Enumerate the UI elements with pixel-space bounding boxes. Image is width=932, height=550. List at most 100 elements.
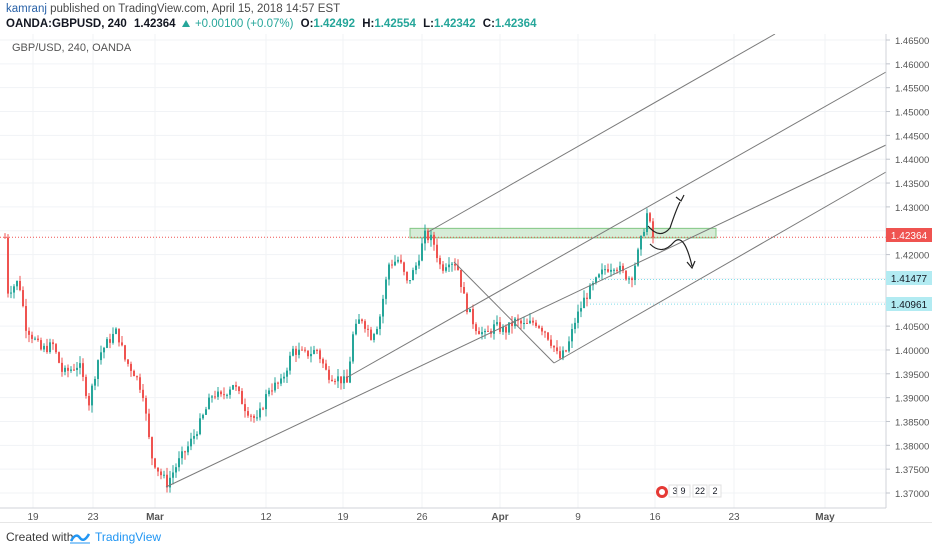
candle-body [295, 348, 297, 355]
low-label: L: [423, 18, 434, 30]
candle-body [151, 437, 153, 459]
candle-body [133, 370, 135, 377]
candle-body [100, 352, 102, 361]
candle-body [187, 446, 189, 453]
tradingview-brand-link[interactable]: TradingView [95, 530, 162, 544]
time-tick-label: Mar [146, 512, 164, 522]
candle-body [40, 340, 42, 350]
candle-body [634, 265, 636, 281]
candle-body [208, 397, 210, 410]
candle-body [247, 411, 249, 416]
candle-body [94, 378, 96, 386]
arrow-up-head-icon [675, 194, 685, 202]
candle-body [637, 249, 639, 266]
channel-mid-line [345, 71, 887, 379]
candle-body [37, 338, 39, 341]
price-tick-label: 1.39500 [895, 370, 929, 381]
candle-body [496, 322, 498, 325]
candle-body [388, 264, 390, 280]
candle-body [610, 269, 612, 272]
candle-body [13, 286, 15, 293]
candle-body [346, 376, 348, 383]
candle-body [367, 328, 369, 330]
candle-body [361, 319, 363, 322]
high-label: H: [362, 18, 375, 30]
candle-body [22, 290, 24, 307]
candle-body [253, 415, 255, 418]
candle-body [625, 270, 627, 280]
price-chart[interactable]: 1.46500 1.46000 1.45500 1.45000 1.44500 1.440… [0, 33, 932, 523]
candle-body [511, 322, 513, 327]
candle-body [292, 348, 294, 356]
candle-body [565, 350, 567, 352]
created-with-label: Created with [6, 530, 74, 544]
candle-body [85, 376, 87, 396]
candle-body [400, 259, 402, 263]
candle-body [601, 269, 603, 275]
candle-body [580, 308, 582, 312]
event-count-3: 22 [695, 486, 705, 496]
close-label: C: [482, 18, 495, 30]
candle-body [220, 391, 222, 395]
candle-body [568, 341, 570, 352]
economic-events[interactable]: 3 9 22 2 [656, 484, 722, 498]
time-tick-label: May [815, 512, 835, 522]
candle-body [73, 369, 75, 371]
candle-body [409, 280, 411, 282]
candle-body [244, 404, 246, 412]
time-tick-label: Apr [491, 512, 508, 522]
candle-body [70, 369, 72, 371]
candle-body [316, 349, 318, 351]
chart-area[interactable]: 1.46500 1.46000 1.45500 1.45000 1.44500 1.440… [0, 33, 932, 523]
candle-body [46, 345, 48, 352]
candle-body [217, 391, 219, 397]
candle-body [544, 331, 546, 333]
time-tick-label: 12 [260, 512, 272, 522]
candle-body [508, 322, 510, 333]
price-tick-label: 1.44000 [895, 155, 929, 166]
tradingview-logo-icon[interactable] [70, 530, 90, 544]
candle-body [154, 458, 156, 468]
candle-body [277, 382, 279, 384]
candle-body [226, 394, 228, 396]
candle-body [178, 458, 180, 468]
price-axis: 1.46500 1.46000 1.45500 1.45000 1.44500 1.440… [886, 36, 929, 500]
candle-body [622, 265, 624, 271]
candle-body [649, 213, 651, 222]
candle-body [283, 376, 285, 379]
candle-body [529, 320, 531, 324]
author-link[interactable]: kamranj [6, 3, 47, 15]
candle-body [457, 265, 459, 270]
level-marker-1: 1.41477 [886, 271, 932, 285]
candle-body [364, 321, 366, 329]
symbol-label: OANDA:GBPUSD, 240 [6, 18, 127, 30]
candle-body [391, 264, 393, 266]
candle-body [439, 258, 441, 265]
price-tick-label: 1.38500 [895, 417, 929, 428]
candle-body [505, 326, 507, 333]
candle-body [394, 261, 396, 266]
candle-body [469, 308, 471, 313]
candle-body [130, 363, 132, 371]
candle-body [304, 349, 306, 351]
candle-body [322, 359, 324, 364]
candle-body [523, 323, 525, 325]
candle-body [418, 260, 420, 266]
candle-body [190, 438, 192, 447]
price-tick-label: 1.42000 [895, 251, 929, 262]
price-tick-label: 1.39000 [895, 394, 929, 405]
price-tick-label: 1.43000 [895, 203, 929, 214]
level-tag-1: 1.41477 [891, 274, 928, 285]
arrow-down-head-icon [686, 260, 696, 270]
candle-body [559, 351, 561, 359]
candle-body [61, 362, 63, 372]
candle-body [298, 349, 300, 355]
candle-body [619, 265, 621, 271]
candle-body [82, 363, 84, 377]
candle-body [379, 316, 381, 329]
candle-body [91, 385, 93, 406]
candle-body [157, 467, 159, 472]
candle-body [223, 394, 225, 396]
candle-body [451, 263, 453, 265]
candle-body [436, 244, 438, 259]
